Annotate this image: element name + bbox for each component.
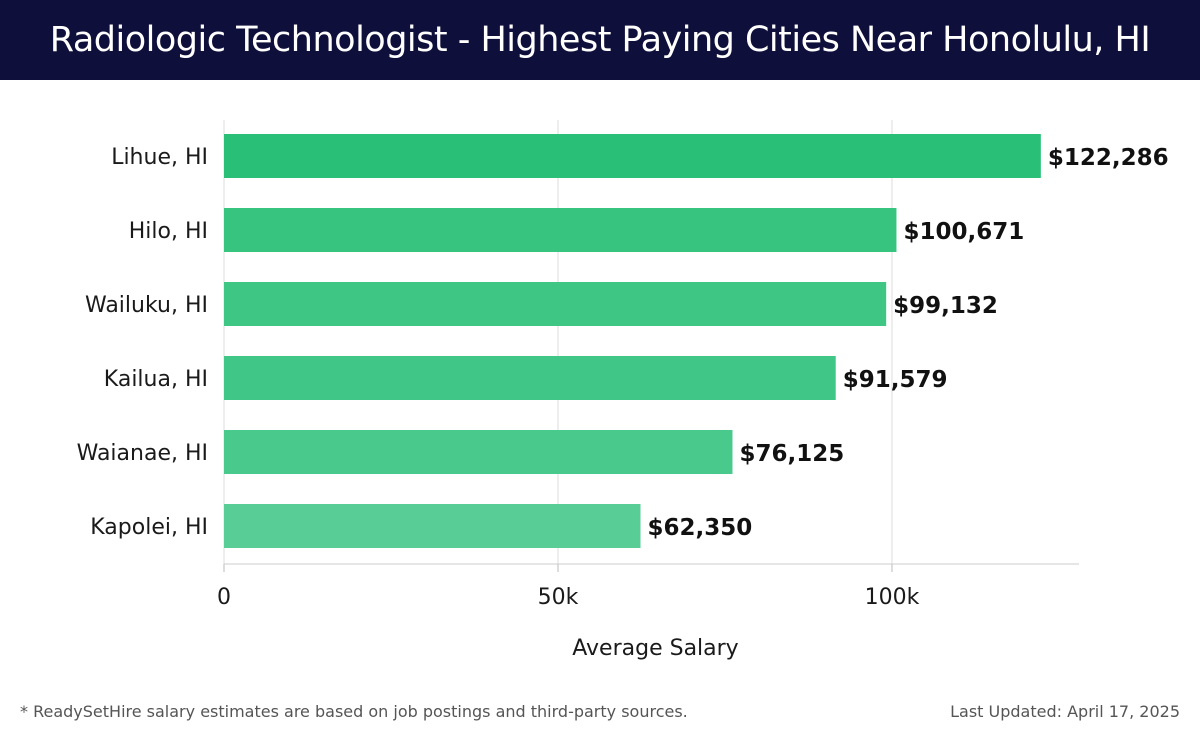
bar-layer (224, 134, 1041, 548)
category-label: Wailuku, HI (85, 293, 208, 318)
value-label: $100,671 (903, 219, 1024, 245)
bar-chart: 0 50k 100k Average Salary Lihue, HI $122,286 H… (77, 120, 1169, 661)
grid-layer (223, 120, 893, 564)
chart-header: Radiologic Technologist - Highest Paying… (0, 0, 1200, 80)
x-tick-label: 0 (217, 585, 231, 610)
bar (224, 208, 897, 252)
chart-title: Radiologic Technologist - Highest Paying… (49, 20, 1151, 60)
last-updated: Last Updated: April 17, 2025 (950, 702, 1180, 721)
value-label: $91,579 (843, 367, 948, 393)
category-label: Waianae, HI (77, 441, 208, 466)
bar (224, 504, 641, 548)
bar (224, 430, 733, 474)
bar (224, 356, 836, 400)
value-label: $122,286 (1048, 145, 1169, 171)
footnote: * ReadySetHire salary estimates are base… (20, 702, 688, 721)
category-label: Kapolei, HI (90, 515, 208, 540)
bar (224, 134, 1041, 178)
value-label: $99,132 (893, 293, 998, 319)
bar (224, 282, 887, 326)
value-label: $62,350 (647, 515, 752, 541)
x-tick-label: 50k (538, 585, 579, 610)
category-label: Hilo, HI (129, 219, 208, 244)
category-label: Kailua, HI (104, 367, 208, 392)
x-tick-label: 100k (865, 585, 920, 610)
x-axis-title: Average Salary (572, 636, 738, 661)
axis-layer: 0 50k 100k Average Salary Lihue, HI $122,286 H… (77, 145, 1169, 661)
category-label: Lihue, HI (111, 145, 208, 170)
value-label: $76,125 (739, 441, 844, 467)
